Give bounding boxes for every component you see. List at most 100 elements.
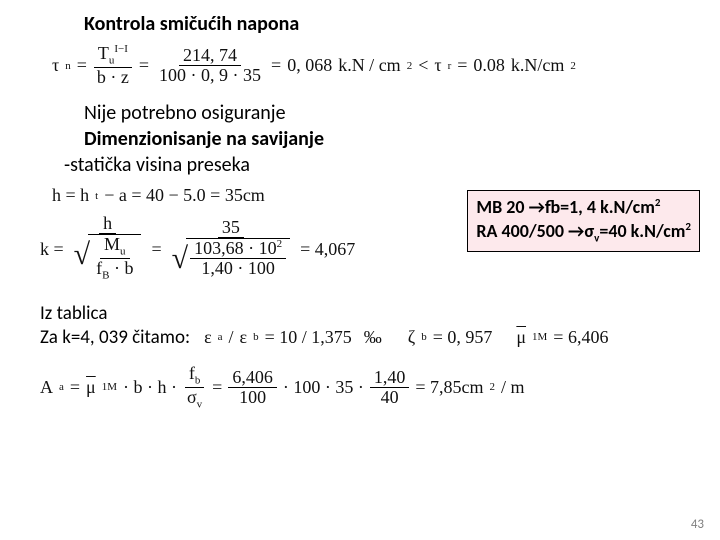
frac-k-num: 35 √ 103,68 · 102 1,40 · 100 bbox=[168, 218, 294, 280]
taur-sub: r bbox=[448, 60, 452, 72]
aa-fb-sub: b bbox=[195, 374, 201, 386]
aa-res: = 7,85cm bbox=[415, 377, 483, 398]
tau: τ bbox=[52, 55, 59, 76]
mu1m: μ bbox=[516, 327, 526, 347]
lt: < bbox=[418, 55, 428, 76]
frac-mu-fb: Mu fB · b bbox=[92, 235, 137, 282]
fb-sub: B bbox=[102, 270, 109, 282]
zeta-sub: b bbox=[421, 331, 427, 343]
taur-val: 0.08 bbox=[473, 55, 505, 76]
line-no-secure: Nije potrebno osiguranje bbox=[84, 101, 680, 125]
eq-equals: = bbox=[77, 55, 87, 76]
mat2a: RA 400/500 bbox=[476, 220, 568, 242]
aa-mid2: · 100 · 35 · bbox=[283, 377, 364, 398]
eq-eq-aa2: = bbox=[212, 377, 222, 398]
zeta-val: = 0, 957 bbox=[433, 327, 493, 348]
mat-line2: RA 400/500 →σv=40 k.N/cm2 bbox=[476, 219, 691, 246]
ea: ε bbox=[204, 327, 212, 348]
eq-equals-2: = bbox=[139, 55, 149, 76]
eq-equals-k: = bbox=[151, 239, 161, 260]
aa-sv-sub: v bbox=[197, 398, 203, 410]
eqh-lhs: h = h bbox=[52, 185, 89, 206]
eq-aa: Aa = μ 1M · b · h · fb σv = 6,406 100 · 1… bbox=[40, 364, 680, 411]
t-sub: u bbox=[109, 55, 115, 67]
aa-mu: μ bbox=[86, 377, 96, 397]
h-sym: h bbox=[99, 214, 116, 234]
eqh-mid: − a = 40 − 5.0 = 35cm bbox=[104, 185, 265, 206]
k-res: = 4,067 bbox=[300, 239, 355, 260]
line-static-height: -statička visina preseka bbox=[64, 153, 680, 177]
mat2b: =40 k.N/cm bbox=[599, 220, 685, 242]
eq1-unit-sup: 2 bbox=[407, 60, 413, 72]
fb-b: 1,40 · 100 bbox=[197, 259, 279, 278]
tablica-block: Iz tablica Za k=4, 039 čitamo: εa / εb =… bbox=[40, 302, 680, 350]
ea-sub: a bbox=[218, 331, 223, 343]
bz: b · z bbox=[93, 68, 133, 87]
frac-aa-n2: 1,40 40 bbox=[370, 368, 410, 407]
arrow1: → bbox=[529, 196, 545, 218]
eqh-sub: t bbox=[95, 190, 98, 202]
aa-sym: A bbox=[40, 377, 53, 398]
eq-equals-4: = bbox=[457, 55, 467, 76]
frac-T-bz: TuI−I b · z bbox=[93, 44, 133, 87]
frac-num: 214, 74 100 · 0, 9 · 35 bbox=[155, 46, 265, 85]
materials-box: MB 20 →fb=1, 4 k.N/cm2 RA 400/500 →σv=40… bbox=[467, 190, 700, 252]
aa-mu-sub: 1M bbox=[102, 381, 117, 393]
hval: 35 bbox=[218, 218, 244, 238]
aa-res-sup: 2 bbox=[489, 381, 495, 393]
tablica-l1: Iz tablica bbox=[40, 302, 190, 326]
mat1a: MB 20 bbox=[476, 196, 528, 218]
mu-sym: M bbox=[104, 234, 120, 254]
eq1-unit: k.N / cm bbox=[338, 55, 401, 76]
taur: τ bbox=[434, 55, 441, 76]
eq-eq-aa: = bbox=[70, 377, 80, 398]
aa-perm: / m bbox=[501, 377, 525, 398]
frac-fb-sv: fb σv bbox=[183, 364, 206, 411]
mu1m-val: = 6,406 bbox=[553, 327, 608, 348]
permil: ‰ bbox=[364, 327, 382, 348]
arrow2: → bbox=[568, 220, 584, 242]
k-eq: k = bbox=[40, 239, 64, 260]
t-sup: I−I bbox=[114, 43, 128, 55]
aa-mid: · b · h · bbox=[123, 377, 177, 398]
sigma: σ bbox=[584, 220, 594, 242]
tablica-l2: Za k=4, 039 čitamo: bbox=[40, 326, 190, 350]
aa-d2: 40 bbox=[377, 388, 403, 407]
taur-sup: 2 bbox=[570, 60, 576, 72]
zeta: ζ bbox=[408, 327, 415, 348]
frac-h-root: h √ Mu fB · b bbox=[70, 214, 146, 284]
mu-sub: u bbox=[120, 246, 126, 258]
mat1b: fb=1, 4 k.N/cm bbox=[545, 196, 655, 218]
aa-n2: 1,40 bbox=[370, 368, 410, 388]
eq-shear-stress: τn = TuI−I b · z = 214, 74 100 · 0, 9 · … bbox=[52, 44, 680, 87]
t-sym: T bbox=[98, 43, 109, 63]
page-number: 43 bbox=[691, 517, 704, 532]
mu-val: 103,68 · 10 bbox=[194, 238, 277, 258]
mat-line1: MB 20 →fb=1, 4 k.N/cm2 bbox=[476, 195, 691, 219]
mu-sup: 2 bbox=[277, 238, 283, 250]
eb-sub: b bbox=[253, 331, 259, 343]
tau-sub: n bbox=[65, 60, 71, 72]
num2: 214, 74 bbox=[179, 46, 241, 66]
aa-sub: a bbox=[59, 381, 64, 393]
b-sym: b bbox=[124, 258, 133, 278]
eq1-val: 0, 068 bbox=[287, 55, 332, 76]
mu1m-sub: 1M bbox=[532, 331, 547, 343]
taur-unit: k.N/cm bbox=[511, 55, 565, 76]
slash1: / bbox=[229, 327, 234, 348]
aa-sv: σ bbox=[187, 387, 197, 407]
title-heading: Kontrola smičućih napona bbox=[84, 12, 680, 36]
mat1sup: 2 bbox=[655, 196, 661, 209]
eq-equals-3: = bbox=[271, 55, 281, 76]
eb: ε bbox=[240, 327, 248, 348]
heading-dimenzionisanje: Dimenzionisanje na savijanje bbox=[84, 127, 680, 151]
sqrt-num: √ 103,68 · 102 1,40 · 100 bbox=[172, 238, 290, 280]
sqrt-mu: √ Mu fB · b bbox=[74, 234, 142, 284]
den2: 100 · 0, 9 · 35 bbox=[155, 66, 265, 85]
aa-d1: 100 bbox=[235, 388, 270, 407]
frac-num-inner: 103,68 · 102 1,40 · 100 bbox=[190, 239, 286, 278]
aa-n1: 6,406 bbox=[228, 368, 277, 388]
frac-aa-n1: 6,406 100 bbox=[228, 368, 277, 407]
eps-val: = 10 / 1,375 bbox=[265, 327, 352, 348]
mat2sup: 2 bbox=[685, 220, 691, 233]
